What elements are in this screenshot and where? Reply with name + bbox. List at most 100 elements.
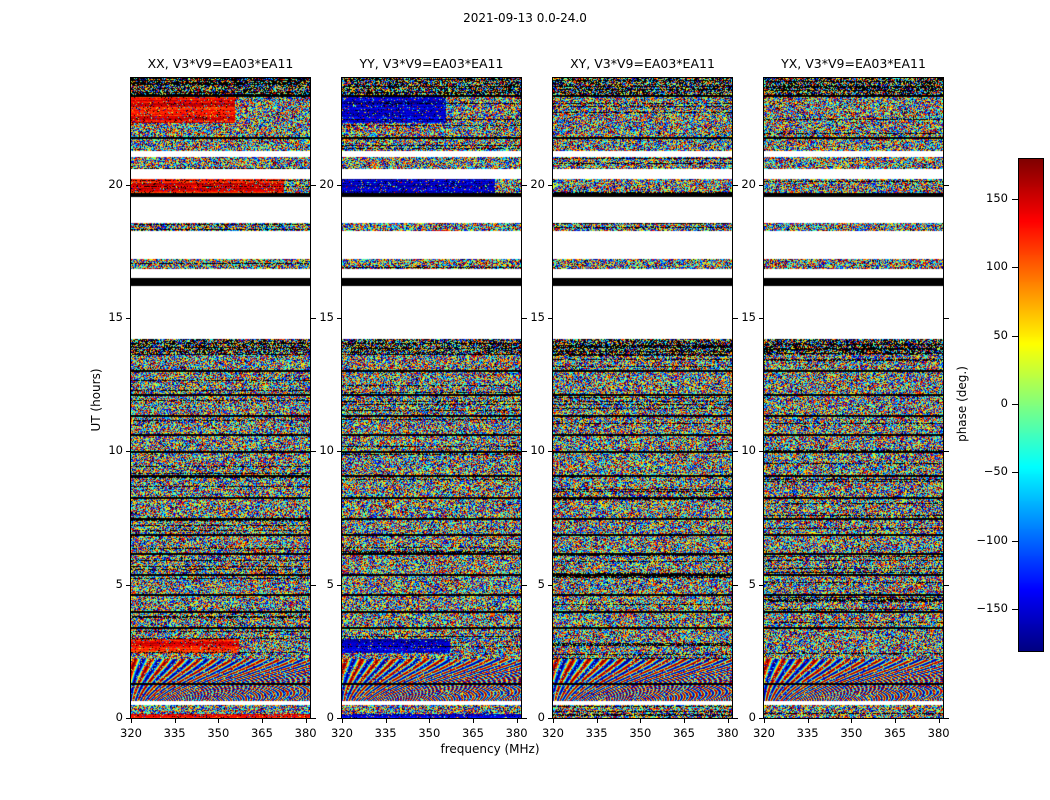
x-tick-mark (640, 719, 642, 723)
y-tick-mark (311, 318, 316, 319)
y-tick-label: 15 (319, 310, 334, 324)
x-tick-mark (851, 719, 853, 723)
x-tick-label: 320 (753, 726, 775, 740)
colorbar-tick-mark (1012, 609, 1018, 610)
y-tick-mark (311, 718, 316, 719)
x-tick-mark (516, 719, 518, 723)
y-tick-mark (522, 184, 527, 186)
panel-title-xy: XY, V3*V9=EA03*EA11 (570, 56, 715, 71)
x-tick-mark (807, 719, 809, 723)
y-tick-label: 0 (115, 710, 123, 724)
panel-xy: XY, V3*V9=EA03*EA11 320 335 350 365 380 0 5 10 1… (530, 56, 738, 740)
y-tick-label: 0 (326, 710, 334, 724)
x-tick-label: 320 (331, 726, 353, 740)
y-tick-label: 0 (537, 710, 545, 724)
y-tick-mark (733, 318, 738, 319)
x-tick-label: 350 (207, 726, 230, 740)
y-tick-mark (311, 451, 316, 453)
panel-title-yx: YX, V3*V9=EA03*EA11 (781, 56, 926, 71)
y-tick-mark (733, 584, 738, 586)
colorbar-tick-label: 100 (986, 259, 1008, 274)
y-tick-mark (944, 584, 949, 586)
x-tick-label: 335 (374, 726, 397, 740)
x-tick-mark (727, 719, 729, 723)
y-tick-mark (759, 718, 764, 719)
y-tick-mark (337, 718, 342, 719)
y-tick-mark (522, 318, 527, 319)
x-tick-label: 320 (542, 726, 564, 740)
y-tick-mark (733, 718, 738, 719)
x-tick-mark (764, 719, 765, 723)
y-tick-mark (126, 318, 131, 319)
y-tick-mark (126, 584, 131, 586)
colorbar-gradient (1018, 158, 1044, 652)
y-tick-mark (759, 451, 764, 453)
y-tick-mark (337, 318, 342, 319)
y-tick-label: 5 (326, 576, 334, 591)
panel-yx: YX, V3*V9=EA03*EA11 320 335 350 365 380 0 5 10 1… (741, 56, 949, 740)
y-tick-mark (548, 318, 553, 319)
y-tick-mark (126, 718, 131, 719)
y-tick-label: 15 (530, 310, 545, 324)
x-tick-label: 380 (716, 726, 739, 740)
y-tick-label: 10 (530, 443, 545, 458)
y-tick-mark (311, 584, 316, 586)
y-tick-mark (548, 718, 553, 719)
x-tick-mark (342, 719, 343, 723)
x-tick-label: 380 (294, 726, 317, 740)
heatmap-yy (341, 77, 522, 719)
y-tick-label: 5 (537, 576, 545, 591)
colorbar-tick-mark (1012, 472, 1018, 474)
y-tick-label: 15 (741, 310, 756, 324)
x-tick-mark (131, 719, 132, 723)
colorbar-tick-label: 0 (1000, 396, 1008, 410)
y-tick-label: 5 (748, 576, 756, 591)
x-tick-label: 335 (796, 726, 819, 740)
x-tick-label: 335 (163, 726, 186, 740)
y-tick-mark (337, 451, 342, 453)
y-tick-mark (548, 451, 553, 453)
colorbar-tick-label: −150 (976, 601, 1008, 615)
y-tick-label: 0 (748, 710, 756, 724)
y-tick-mark (733, 451, 738, 453)
figure-title: 2021-09-13 0.0-24.0 (463, 11, 587, 25)
x-tick-mark (305, 719, 307, 723)
x-tick-mark (553, 719, 554, 723)
y-tick-mark (944, 318, 949, 319)
y-tick-label: 20 (741, 176, 756, 191)
x-tick-label: 365 (672, 726, 695, 740)
y-tick-label: 10 (741, 443, 756, 458)
heatmap-yx (763, 77, 944, 719)
x-tick-label: 350 (629, 726, 652, 740)
colorbar-tick-mark (1012, 404, 1018, 405)
panel-title-xx: XX, V3*V9=EA03*EA11 (147, 56, 294, 71)
y-tick-label: 15 (108, 310, 123, 324)
x-tick-mark (261, 719, 263, 723)
panel-yy: YY, V3*V9=EA03*EA11 320 335 350 365 380 0 5 10 1… (319, 56, 527, 740)
y-tick-label: 10 (108, 443, 123, 458)
y-axis-label: UT (hours) (89, 368, 103, 432)
y-tick-mark (548, 184, 553, 186)
colorbar-tick-label: 50 (993, 327, 1008, 342)
y-tick-label: 20 (319, 176, 334, 191)
x-tick-label: 320 (120, 726, 142, 740)
y-tick-mark (944, 451, 949, 453)
x-axis-label: frequency (MHz) (440, 742, 540, 756)
x-tick-label: 365 (461, 726, 484, 740)
x-tick-label: 380 (505, 726, 528, 740)
y-tick-label: 10 (319, 443, 334, 458)
panel-title-yy: YY, V3*V9=EA03*EA11 (359, 56, 504, 71)
x-tick-label: 365 (250, 726, 273, 740)
x-tick-mark (596, 719, 598, 723)
y-tick-mark (944, 184, 949, 186)
x-tick-label: 350 (840, 726, 863, 740)
x-tick-mark (938, 719, 940, 723)
colorbar-tick-label: 150 (986, 191, 1008, 205)
colorbar-tick-mark (1012, 199, 1018, 200)
y-tick-label: 20 (530, 176, 545, 191)
heatmap-xy (552, 77, 733, 719)
y-tick-label: 5 (115, 576, 123, 591)
y-tick-mark (337, 184, 342, 186)
x-tick-mark (472, 719, 474, 723)
x-tick-mark (218, 719, 220, 723)
